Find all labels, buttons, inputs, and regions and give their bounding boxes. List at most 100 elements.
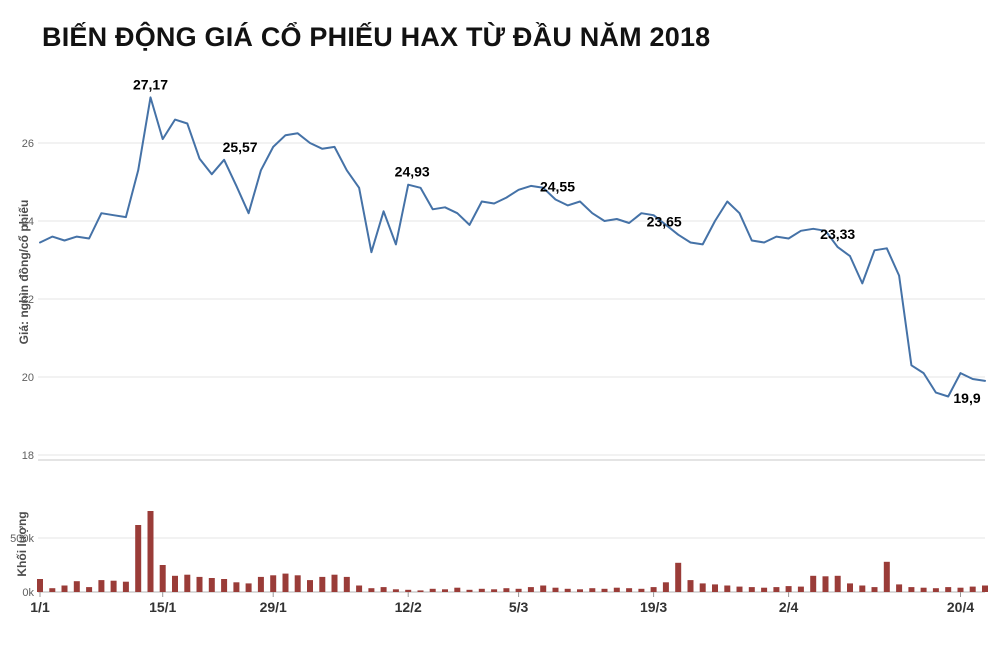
price-ytick-label: 26: [22, 138, 34, 150]
volume-bar: [208, 578, 215, 592]
volume-bar: [282, 573, 289, 592]
price-ytick-label: 18: [22, 450, 34, 462]
volume-bar: [613, 587, 620, 592]
volume-bar: [221, 579, 228, 592]
volume-bar: [122, 581, 129, 592]
volume-bar: [491, 589, 498, 592]
price-annotation: 27,17: [133, 76, 168, 92]
volume-bar: [748, 587, 755, 592]
volume-bar: [957, 587, 964, 592]
x-axis-tick-label: 2/4: [779, 599, 799, 615]
volume-bar: [662, 582, 669, 592]
volume-bar: [687, 580, 694, 592]
volume-bar: [847, 583, 853, 592]
volume-bar: [883, 561, 890, 592]
volume-bar: [135, 525, 142, 592]
volume-bar: [920, 587, 927, 592]
volume-bar: [626, 588, 633, 592]
volume-bar: [638, 588, 645, 592]
volume-bar: [319, 576, 326, 592]
volume-bar: [478, 588, 485, 592]
volume-bar: [908, 587, 915, 592]
volume-bar: [540, 585, 547, 592]
x-axis-tick-label: 15/1: [149, 599, 176, 615]
x-axis-tick-label: 20/4: [947, 599, 974, 615]
volume-bar: [270, 575, 277, 592]
volume-bar: [736, 586, 743, 592]
volume-bar: [233, 582, 240, 592]
volume-bar: [331, 574, 338, 592]
volume-bar: [417, 590, 424, 592]
volume-bar: [172, 575, 178, 592]
volume-bar: [601, 588, 608, 592]
volume-bar: [810, 575, 817, 592]
volume-bar: [797, 586, 804, 592]
volume-bar: [982, 585, 988, 592]
volume-bar: [294, 575, 301, 592]
volume-bar: [724, 585, 731, 592]
volume-bar: [577, 589, 583, 592]
price-annotation: 25,57: [223, 139, 258, 155]
volume-bar: [466, 589, 473, 592]
volume-bar: [822, 576, 829, 592]
volume-bar: [245, 583, 252, 592]
volume-bar: [61, 585, 68, 592]
volume-bar: [761, 587, 768, 592]
price-annotation: 24,55: [540, 179, 575, 195]
volume-bar: [110, 580, 117, 592]
volume-bar: [896, 584, 903, 592]
volume-bar: [86, 587, 93, 592]
price-ytick-label: 22: [22, 294, 34, 306]
volume-bar: [773, 587, 780, 592]
x-axis-tick-label: 5/3: [509, 599, 529, 615]
volume-bar: [307, 580, 313, 592]
volume-bar: [73, 581, 80, 592]
volume-ytick-label: 500k: [10, 533, 34, 545]
volume-bar: [368, 588, 375, 592]
volume-bar: [527, 587, 534, 592]
volume-bar: [196, 576, 203, 592]
x-axis-tick-label: 19/3: [640, 599, 667, 615]
volume-bar: [589, 588, 596, 592]
volume-bar: [503, 588, 510, 592]
volume-bar: [343, 576, 350, 592]
price-line: [39, 96, 986, 398]
volume-bar: [785, 586, 792, 592]
volume-bar: [49, 588, 56, 592]
volume-bar: [712, 584, 718, 592]
volume-bar: [429, 588, 436, 592]
volume-bar: [454, 587, 461, 592]
price-annotation: 19,9: [953, 390, 980, 406]
price-ytick-label: 24: [22, 216, 34, 228]
volume-bar: [392, 589, 399, 592]
volume-bar: [515, 588, 522, 592]
x-axis-tick-label: 12/2: [395, 599, 422, 615]
volume-bar: [380, 587, 387, 592]
price-ytick-label: 20: [22, 372, 34, 384]
volume-bar: [969, 586, 976, 592]
volume-bar: [699, 583, 706, 592]
volume-bar: [98, 580, 105, 592]
price-annotation: 23,33: [820, 226, 855, 242]
volume-bar: [405, 589, 412, 592]
volume-bar: [159, 565, 166, 592]
volume-bar: [184, 574, 191, 592]
volume-bar: [650, 587, 657, 592]
volume-bar: [945, 587, 952, 592]
volume-bar: [871, 587, 878, 592]
volume-bar: [147, 511, 154, 592]
price-annotation: 24,93: [395, 164, 430, 180]
volume-bar: [37, 579, 43, 592]
chart-title: BIẾN ĐỘNG GIÁ CỔ PHIẾU HAX TỪ ĐẦU NĂM 20…: [42, 22, 711, 52]
volume-bar: [356, 585, 363, 592]
volume-bar: [859, 585, 866, 592]
volume-bar: [564, 588, 571, 592]
price-annotation: 23,65: [647, 214, 682, 230]
volume-bar: [257, 576, 264, 592]
volume-bar: [442, 589, 448, 592]
volume-ytick-label: 0k: [22, 587, 34, 599]
volume-bar: [932, 588, 939, 592]
volume-bar: [552, 587, 559, 592]
